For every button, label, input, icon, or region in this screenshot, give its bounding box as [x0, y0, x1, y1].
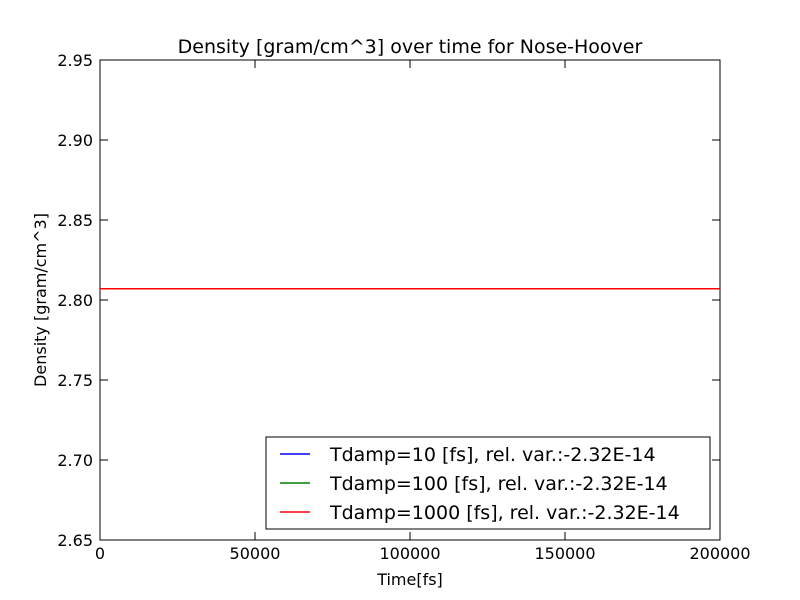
y-axis: 2.65 2.70 2.75 2.80 2.85 2.90 2.95 — [57, 51, 720, 550]
x-axis: 0 50000 100000 150000 200000 — [95, 60, 751, 563]
chart-title: Density [gram/cm^3] over time for Nose-H… — [178, 36, 643, 58]
y-tick-label: 2.95 — [57, 51, 93, 70]
x-tick-label: 150000 — [534, 544, 595, 563]
y-tick-label: 2.80 — [57, 291, 93, 310]
y-tick-label: 2.65 — [57, 531, 93, 550]
x-tick-label: 50000 — [230, 544, 281, 563]
legend-entry: Tdamp=1000 [fs], rel. var.:-2.32E-14 — [329, 502, 680, 524]
y-tick-label: 2.70 — [57, 451, 93, 470]
y-tick-label: 2.90 — [57, 131, 93, 150]
y-tick-label: 2.75 — [57, 371, 93, 390]
legend-frame — [265, 436, 711, 530]
legend-entry: Tdamp=100 [fs], rel. var.:-2.32E-14 — [329, 473, 668, 495]
x-axis-label: Time[fs] — [376, 570, 443, 589]
legend: Tdamp=10 [fs], rel. var.:-2.32E-14 Tdamp=… — [265, 436, 711, 530]
y-tick-label: 2.85 — [57, 211, 93, 230]
x-tick-label: 100000 — [379, 544, 440, 563]
x-tick-label: 0 — [95, 544, 105, 563]
legend-entry: Tdamp=10 [fs], rel. var.:-2.32E-14 — [329, 444, 656, 466]
x-tick-label: 200000 — [689, 544, 750, 563]
y-axis-label: Density [gram/cm^3] — [31, 213, 50, 387]
